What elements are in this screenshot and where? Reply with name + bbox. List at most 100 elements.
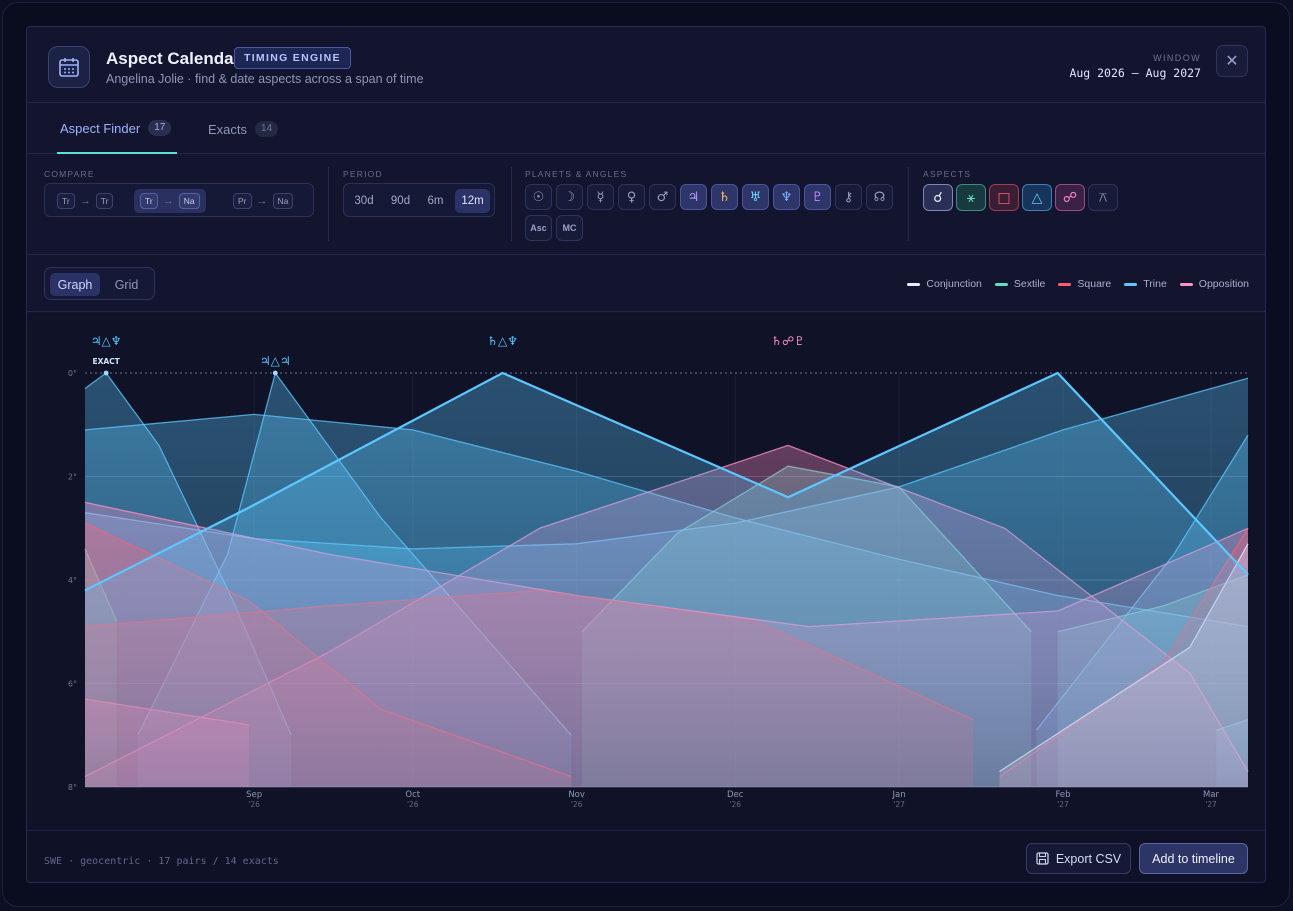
compare-to-chip: Na: [178, 193, 200, 209]
conjunction-icon: ☌: [933, 189, 943, 206]
planet-node-button[interactable]: ☊: [866, 184, 893, 210]
compare-to-chip: Tr: [95, 193, 114, 209]
compare-tr-tr[interactable]: Tr → Tr: [51, 189, 119, 213]
angle-mc-button[interactable]: MC: [556, 215, 583, 241]
tab-exacts[interactable]: Exacts 14: [208, 104, 279, 154]
view-graph-button[interactable]: Graph: [50, 273, 100, 296]
tab-count-badge: 14: [255, 121, 279, 137]
period-label: PERIOD: [343, 169, 383, 179]
trine-icon: △: [1031, 189, 1043, 206]
close-icon: ✕: [1225, 53, 1239, 70]
planet-uranus-button[interactable]: ♅: [742, 184, 769, 210]
page-title: Aspect Calendar: [106, 49, 241, 68]
period-30d-button[interactable]: 30d: [354, 195, 374, 207]
legend-opposition: Opposition: [1179, 278, 1249, 290]
tab-bar: Aspect Finder 17 Exacts 14: [27, 104, 1265, 154]
divider: [511, 167, 512, 241]
series-line-trine: [84, 371, 1249, 592]
compare-to-chip: Na: [272, 193, 294, 209]
header: Aspect Calendar TIMING ENGINE Angelina J…: [27, 27, 1265, 103]
chiron-icon: ⚷: [843, 189, 854, 205]
x-tick-year: '27: [1057, 800, 1069, 809]
exact-annotation: ♄△♆: [487, 334, 518, 348]
divider: [908, 167, 909, 241]
arrow-right-icon: →: [162, 195, 174, 207]
exact-annotation: ♃△♆: [91, 334, 122, 348]
exact-annotation: ♃△♃: [260, 354, 291, 368]
legend-square: Square: [1058, 278, 1111, 290]
planet-saturn-button[interactable]: ♄: [711, 184, 738, 210]
y-tick-label: 6°: [68, 680, 77, 689]
add-to-timeline-button[interactable]: Add to timeline: [1139, 843, 1248, 874]
page-subtitle: Angelina Jolie · find & date aspects acr…: [106, 72, 424, 86]
window-label: WINDOW: [1153, 53, 1201, 63]
compare-from-chip: Pr: [233, 193, 252, 209]
legend-sextile: Sextile: [994, 278, 1046, 290]
aspect-sextile-button[interactable]: ⚹: [956, 184, 986, 211]
legend-swatch: [1058, 282, 1072, 286]
orb-chart-svg: 0°2°4°6°8°Sep'26Oct'26Nov'26Dec'26Jan'27…: [68, 334, 1249, 809]
legend-swatch: [994, 282, 1008, 286]
mars-icon: ♂: [656, 189, 669, 205]
y-tick-label: 8°: [68, 783, 77, 792]
aspect-square-button[interactable]: □: [989, 184, 1019, 211]
x-tick-month: Dec: [727, 790, 744, 800]
y-tick-label: 0°: [68, 369, 77, 378]
aspect-conjunction-button[interactable]: ☌: [923, 184, 953, 211]
x-tick-year: '26: [729, 800, 741, 809]
exact-marker: [103, 370, 109, 376]
arrow-right-icon: →: [256, 195, 268, 207]
period-6m-button[interactable]: 6m: [427, 195, 444, 207]
orb-chart: 0° 2° 4° 6° 8° Sep '26 Oct '26 Nov '26 Dec '26 Jan '27…: [27, 313, 1265, 829]
legend-conjunction: Conjunction: [907, 278, 982, 290]
y-tick-label: 2°: [68, 473, 77, 482]
pluto-icon: ♇: [811, 189, 824, 205]
x-tick-year: '27: [1205, 800, 1217, 809]
planet-sun-button[interactable]: ☉: [525, 184, 552, 210]
planet-moon-button[interactable]: ☽: [556, 184, 583, 210]
aspect-quincunx-button[interactable]: ⚻: [1088, 184, 1118, 211]
aspect-opposition-button[interactable]: ☍: [1055, 184, 1085, 211]
square-icon: □: [997, 189, 1011, 206]
period-90d-button[interactable]: 90d: [390, 195, 411, 207]
planet-jupiter-button[interactable]: ♃: [680, 184, 707, 210]
compare-pr-na[interactable]: Pr → Na: [227, 189, 299, 213]
legend-swatch: [1124, 282, 1138, 286]
x-tick-month: Sep: [246, 790, 262, 800]
legend-swatch: [907, 282, 921, 286]
view-grid-button[interactable]: Grid: [114, 277, 139, 292]
legend-trine: Trine: [1124, 278, 1167, 290]
tab-count-badge: 17: [148, 120, 172, 136]
angle-asc-button[interactable]: Asc: [525, 215, 552, 241]
period-12m-button[interactable]: 12m: [455, 189, 490, 213]
compare-tr-na[interactable]: Tr → Na: [134, 189, 206, 213]
tab-label: Exacts: [208, 121, 248, 137]
legend-label: Sextile: [1013, 278, 1046, 290]
footer: SWE · geocentric · 17 pairs / 14 exacts …: [27, 830, 1265, 882]
close-button[interactable]: ✕: [1216, 45, 1248, 77]
x-tick-month: Jan: [892, 790, 906, 800]
tab-label: Aspect Finder: [60, 120, 141, 136]
export-csv-button[interactable]: Export CSV: [1026, 843, 1131, 874]
x-tick-year: '26: [407, 800, 419, 809]
calendar-icon: [48, 46, 90, 88]
planets-label: PLANETS & ANGLES: [525, 169, 628, 179]
timing-engine-badge: TIMING ENGINE: [234, 47, 351, 69]
compare-from-chip: Tr: [140, 193, 158, 209]
planet-neptune-button[interactable]: ♆: [773, 184, 800, 210]
period-selector: 30d 90d 6m 12m: [343, 183, 495, 217]
planet-chiron-button[interactable]: ⚷: [835, 184, 862, 210]
planet-mars-button[interactable]: ♂: [649, 184, 676, 210]
quincunx-icon: ⚻: [1098, 189, 1108, 206]
x-tick-year: '27: [893, 800, 905, 809]
aspect-trine-button[interactable]: △: [1022, 184, 1052, 211]
legend-label: Trine: [1143, 278, 1167, 290]
planet-pluto-button[interactable]: ♇: [804, 184, 831, 210]
arrow-right-icon: →: [79, 195, 91, 207]
x-tick-year: '26: [571, 800, 583, 809]
planet-venus-button[interactable]: ♀: [618, 184, 645, 210]
divider: [328, 167, 329, 241]
tab-aspect-finder[interactable]: Aspect Finder 17: [57, 104, 177, 154]
moon-icon: ☽: [563, 189, 576, 205]
planet-mercury-button[interactable]: ☿: [587, 184, 614, 210]
